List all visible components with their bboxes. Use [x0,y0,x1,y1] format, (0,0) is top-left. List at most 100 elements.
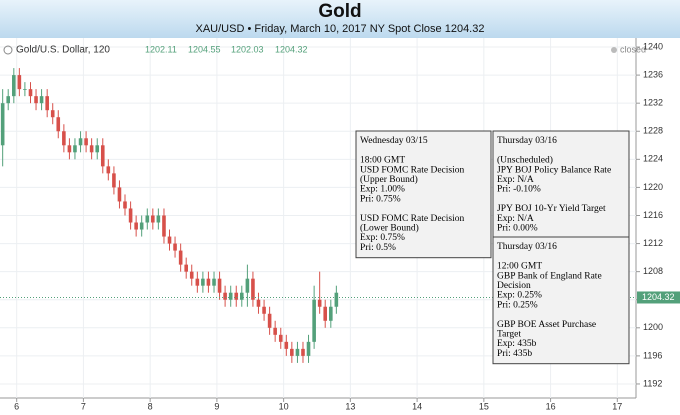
x-tick-label: 8 [148,401,153,411]
annotation-text: Thursday 03/16 [497,242,557,252]
candle-body [245,278,250,293]
ohlc-value: 1204.32 [275,44,308,54]
annotation-text: Exp: N/A [497,214,534,224]
y-tick-label: 1240 [643,41,663,51]
candle-body [39,96,44,104]
x-tick-label: 13 [345,401,355,411]
annotation-text: (Unscheduled) [497,155,553,166]
annotation-text: Exp: 0.75% [360,233,405,243]
annotation-text: Pri: 0.5% [360,243,396,253]
candle-body [262,306,266,314]
y-tick-label: 1236 [643,69,663,79]
candle-body [100,145,105,167]
annotation-box [492,236,630,365]
y-tick-label: 1232 [643,98,663,108]
candle-body [251,278,255,300]
x-tick-label: 7 [81,401,86,411]
y-tick-label: 1192 [643,378,662,388]
candle-body [78,138,83,146]
candle-body [128,208,133,223]
candle-body [223,292,227,300]
header [0,0,680,38]
candle-body [312,299,316,342]
candle-body [56,117,61,132]
x-tick-label: 17 [612,401,622,411]
candle-body [0,103,5,146]
annotation-text: Wednesday 03/15 [360,136,428,146]
annotation-text: Exp: 0.25% [497,291,542,301]
candle-body [267,313,272,328]
candle-body [23,89,27,90]
annotation-text: Exp: 1.00% [360,185,405,195]
annotation-text: Pri: -0.10% [497,185,541,195]
candle-body [278,334,283,342]
ohlc-value: 1202.03 [231,44,264,54]
y-tick-label: 1224 [643,154,663,164]
chart-subtitle: XAU/USD • Friday, March 10, 2017 NY Spot… [196,23,485,35]
annotation-text: Pri: 435b [497,349,532,359]
legend-icon [3,45,13,55]
x-tick-label: 15 [479,401,489,411]
candle-body [123,201,127,209]
x-tick-label: 16 [546,401,556,411]
candle-body [184,264,188,272]
annotation-text: GBP BOE Asset Purchase [497,320,596,330]
candle-body [323,306,328,321]
chart-title: Gold [318,1,361,22]
last-price-label: 1204.32 [642,292,675,302]
y-tick-label: 1220 [643,182,663,192]
x-tick-label: 10 [279,401,289,411]
annotation-text: (Lower Bound) [360,222,419,233]
candle-body [62,131,66,146]
candle-body [301,348,305,356]
annotation-text: Pri: 0.75% [360,194,401,204]
x-tick-label: 6 [14,401,19,411]
candle-body [89,145,94,153]
annotation-text: 12:00 GMT [497,262,542,272]
annotation-text: 18:00 GMT [360,156,405,166]
y-tick-label: 1200 [643,322,663,332]
candle-body [17,75,22,90]
annotation-text: Exp: N/A [497,175,534,185]
annotation-text: GBP Bank of England Rate [497,270,602,281]
y-tick-label: 1208 [643,266,663,276]
candle-body [117,187,122,202]
annotation-text: JPY BOJ 10-Yr Yield Target [497,204,606,214]
candle-body [284,341,289,349]
candle-body [273,327,277,335]
candle-body [201,278,205,286]
candle-body [217,278,222,293]
candle-body [151,215,155,223]
candle-body [173,243,177,251]
candle-body [145,215,150,223]
candle-body [95,145,100,153]
x-tick-label: 14 [412,401,422,411]
candle-body [34,96,38,104]
annotation-text: Pri: 0.25% [497,300,538,310]
candle-body [206,278,211,286]
x-tick-label: 9 [214,401,219,411]
candle-body [28,89,33,97]
candle-body [73,145,77,153]
annotation-text: Decision [497,281,531,291]
annotation-box [492,130,630,239]
y-tick-label: 1212 [643,238,663,248]
candle-body [106,166,111,174]
status: closed [620,44,646,54]
candle-body [189,271,194,279]
candle-body [50,110,55,118]
annotation-text: Thursday 03/16 [497,136,557,146]
candle-body [234,292,239,300]
ohlc-value: 1202.11 [145,44,177,54]
candle-body [329,306,333,321]
annotation-text: (Upper Bound) [360,174,418,185]
candle-body [67,145,72,153]
y-tick-label: 1216 [643,210,663,220]
candle-body [256,299,261,307]
status-icon [611,47,617,53]
candle-body [112,173,116,188]
candle-body [134,222,138,230]
last-price-box [637,291,680,304]
annotation-text: Target [497,329,521,339]
candle-body [212,278,216,286]
